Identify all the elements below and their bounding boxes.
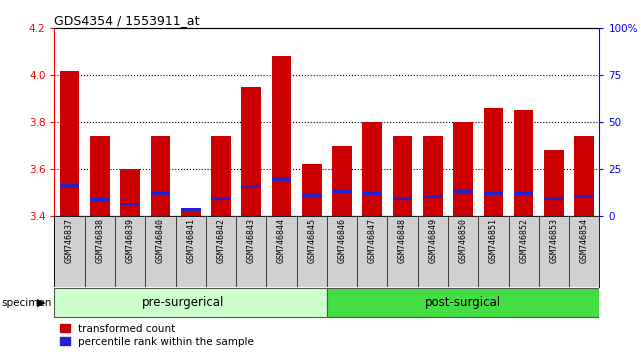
Bar	[181, 209, 201, 216]
Bar	[121, 202, 140, 205]
Bar	[362, 122, 382, 216]
Bar	[574, 195, 594, 198]
FancyBboxPatch shape	[327, 288, 615, 317]
Text: GSM746847: GSM746847	[368, 218, 377, 263]
Text: specimen: specimen	[1, 298, 52, 308]
Text: GSM746839: GSM746839	[126, 218, 135, 263]
Text: GSM746842: GSM746842	[217, 218, 226, 263]
Bar	[544, 150, 564, 216]
Text: GSM746838: GSM746838	[96, 218, 104, 263]
Bar	[574, 136, 594, 216]
Text: GSM746849: GSM746849	[428, 218, 437, 263]
Bar	[302, 164, 322, 216]
Bar	[242, 185, 261, 188]
Text: ▶: ▶	[37, 298, 46, 308]
Bar	[332, 190, 352, 193]
FancyBboxPatch shape	[54, 288, 327, 317]
Bar	[302, 193, 322, 198]
Text: GSM746840: GSM746840	[156, 218, 165, 263]
Bar	[151, 193, 171, 195]
Bar	[211, 197, 231, 200]
Text: GSM746843: GSM746843	[247, 218, 256, 263]
Bar	[393, 197, 412, 200]
Bar	[544, 197, 564, 200]
Text: GSM746846: GSM746846	[338, 218, 347, 263]
Text: GSM746851: GSM746851	[489, 218, 498, 263]
Bar	[121, 169, 140, 216]
Bar	[483, 193, 503, 195]
Bar	[181, 208, 201, 211]
Text: GSM746850: GSM746850	[458, 218, 468, 263]
Bar	[453, 122, 473, 216]
Text: GSM746837: GSM746837	[65, 218, 74, 263]
Bar	[272, 56, 292, 216]
Text: post-surgical: post-surgical	[425, 296, 501, 309]
Legend: transformed count, percentile rank within the sample: transformed count, percentile rank withi…	[60, 324, 254, 347]
Bar	[272, 177, 292, 181]
Bar	[90, 198, 110, 201]
Bar	[423, 136, 443, 216]
Bar	[242, 87, 261, 216]
Bar	[60, 184, 79, 188]
Text: GSM746845: GSM746845	[307, 218, 316, 263]
Bar	[90, 136, 110, 216]
Bar	[393, 136, 412, 216]
Bar	[423, 195, 443, 198]
Text: GSM746854: GSM746854	[579, 218, 588, 263]
Bar	[483, 108, 503, 216]
Text: GSM746848: GSM746848	[398, 218, 407, 263]
Bar	[514, 110, 533, 216]
Bar	[211, 136, 231, 216]
Text: GSM746853: GSM746853	[549, 218, 558, 263]
Bar	[332, 145, 352, 216]
Text: GSM746852: GSM746852	[519, 218, 528, 263]
Text: GDS4354 / 1553911_at: GDS4354 / 1553911_at	[54, 14, 200, 27]
Text: pre-surgerical: pre-surgerical	[142, 296, 224, 309]
Text: GSM746841: GSM746841	[186, 218, 196, 263]
Bar	[151, 136, 171, 216]
Bar	[453, 190, 473, 193]
Bar	[60, 70, 79, 216]
Bar	[514, 193, 533, 195]
Text: GSM746844: GSM746844	[277, 218, 286, 263]
Bar	[362, 193, 382, 195]
